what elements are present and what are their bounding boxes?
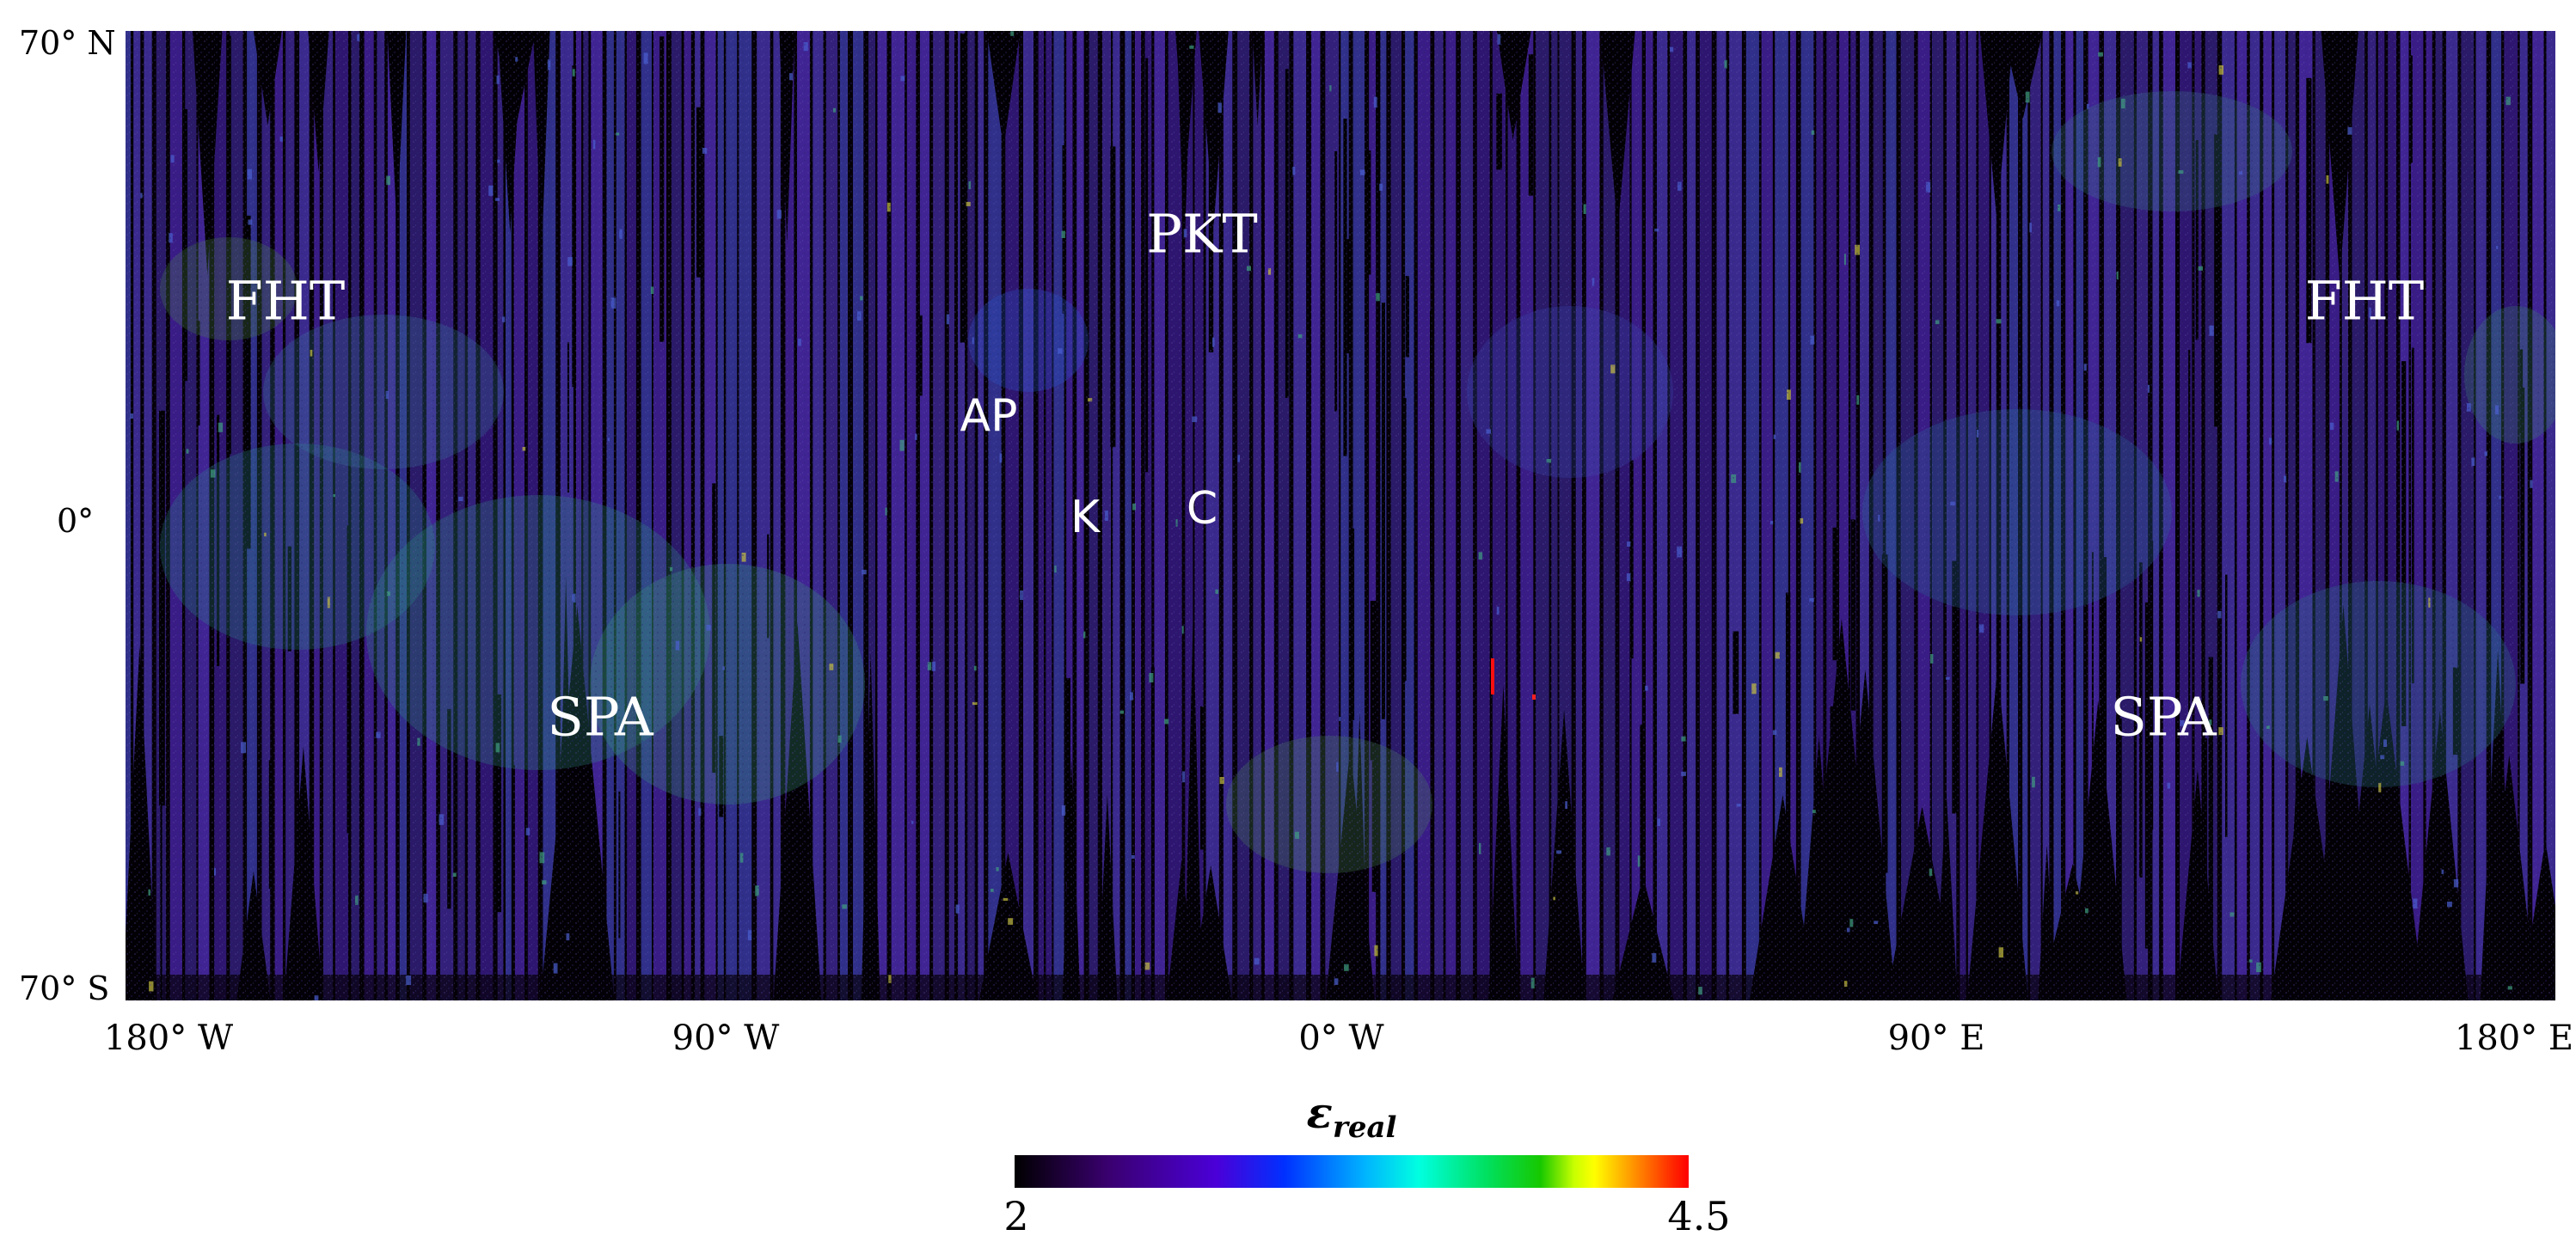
colorbar-title: εreal — [1307, 1087, 1397, 1145]
region-label-spa-west: SPA — [547, 685, 653, 749]
region-label-c: C — [1186, 483, 1218, 535]
lon-label-90e: 90° E — [1887, 1018, 1985, 1058]
map-frame — [126, 31, 2555, 1000]
lon-label-180w: 180° W — [103, 1018, 234, 1058]
lat-label-70n: 70° N — [19, 24, 116, 62]
region-label-ap: AP — [960, 390, 1018, 442]
red-anomaly-dot — [1532, 694, 1536, 700]
lat-label-70s: 70° S — [19, 970, 110, 1007]
region-label-k: K — [1070, 492, 1101, 543]
permittivity-map — [126, 31, 2555, 1000]
colorbar-title-symbol: ε — [1306, 1087, 1333, 1138]
region-label-pkt: PKT — [1146, 202, 1258, 266]
colorbar-title-subscript: real — [1332, 1110, 1397, 1145]
region-label-fht-west: FHT — [225, 269, 346, 333]
colorbar — [1015, 1155, 1689, 1188]
lat-label-equator: 0° — [57, 502, 95, 540]
red-anomaly-mark — [1491, 658, 1494, 694]
lon-label-0w: 0° W — [1298, 1018, 1384, 1058]
colorbar-max-label: 4.5 — [1667, 1193, 1731, 1239]
lon-label-90w: 90° W — [672, 1018, 780, 1058]
lon-label-180e: 180° E — [2454, 1018, 2574, 1058]
region-label-fht-east: FHT — [2304, 269, 2425, 333]
region-label-spa-east: SPA — [2110, 685, 2217, 749]
colorbar-min-label: 2 — [1003, 1193, 1029, 1239]
